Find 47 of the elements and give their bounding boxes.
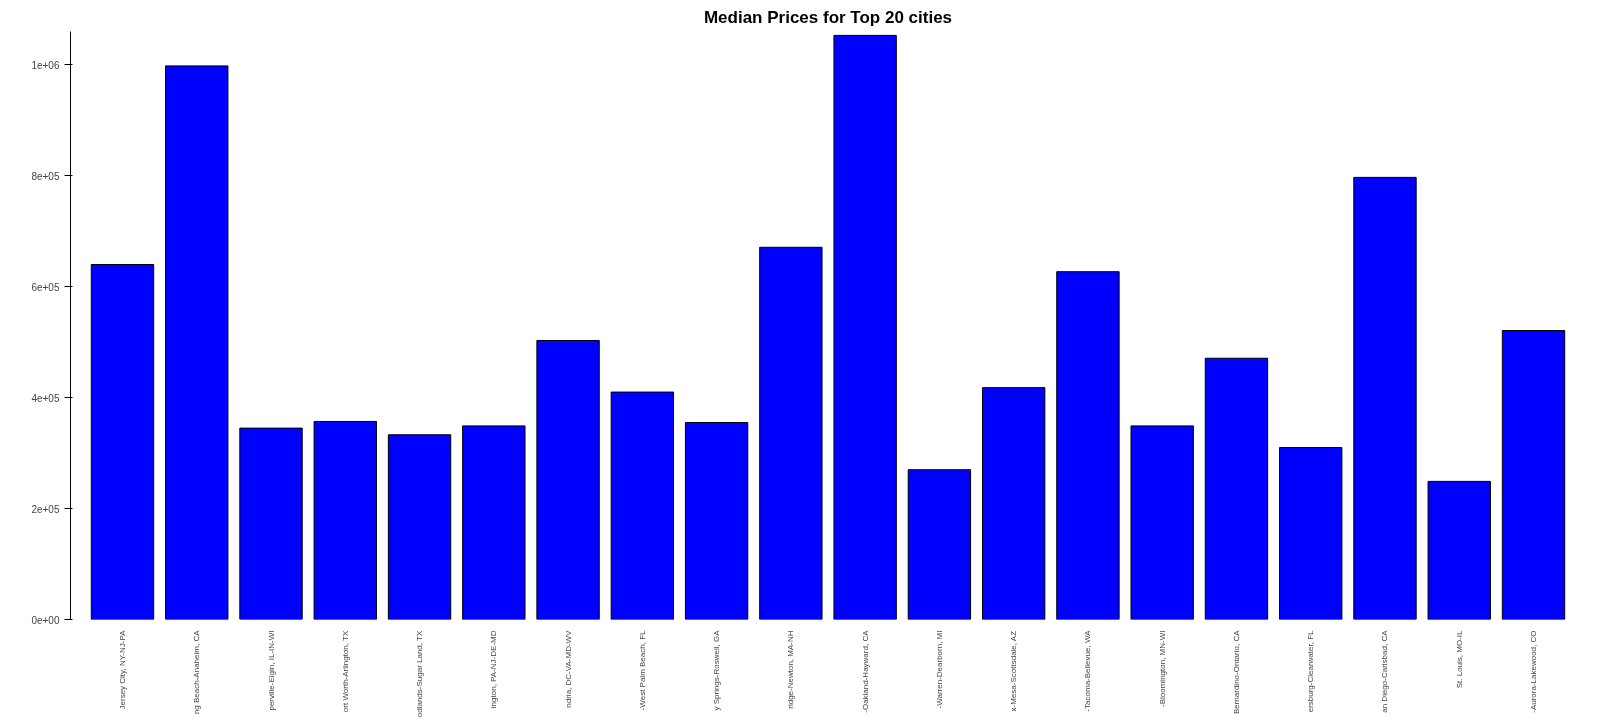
x-tick-label: ort Worth-Arlington, TX <box>340 629 350 713</box>
y-tick-label: 1e+06 <box>31 59 60 71</box>
y-tick-label: 0e+00 <box>31 614 60 626</box>
x-tick-label: odlands-Sugar Land, TX <box>415 629 425 718</box>
y-tick-label: 8e+05 <box>31 170 60 182</box>
x-tick-label: -West Palm Beach, FL <box>637 629 647 711</box>
x-tick-label: x-Mesa-Scottsdale, AZ <box>1009 630 1019 712</box>
x-tick-label: -Warren-Dearborn, MI <box>934 630 944 709</box>
bar <box>90 263 155 620</box>
x-tick-label: an Diego-Carlsbad, CA <box>1380 629 1390 713</box>
x-tick-label: y Springs-Roswell, GA <box>712 629 722 711</box>
x-tick-label: ersburg-Clearwater, FL <box>1306 629 1316 713</box>
bar <box>1204 357 1269 620</box>
x-tick-label: ng Beach-Anaheim, CA <box>192 629 202 715</box>
bar <box>1427 480 1491 620</box>
bar <box>981 387 1046 620</box>
bar <box>759 246 823 620</box>
bar <box>536 339 600 620</box>
x-tick-label: St. Louis, MO-IL <box>1454 629 1464 689</box>
bar <box>1353 176 1417 620</box>
x-tick-label: -Aurora-Lakewood, CO <box>1529 630 1539 713</box>
bar <box>1279 447 1343 620</box>
bar <box>833 34 897 620</box>
bar <box>1130 425 1194 620</box>
x-tick-label: ington, PA-NJ-DE-MD <box>489 630 499 709</box>
y-tick-label: 6e+05 <box>31 281 60 293</box>
bar <box>239 427 303 620</box>
x-tick-label: perville-Elgin, IL-IN-WI <box>266 630 276 711</box>
bar <box>610 391 675 620</box>
bar <box>684 422 749 620</box>
bar <box>165 65 229 620</box>
bar <box>387 434 452 620</box>
bar <box>313 420 377 620</box>
x-tick-label: -Tacoma-Bellevue, WA <box>1083 629 1093 712</box>
x-tick-label: -Bloomington, MN-WI <box>1157 630 1167 707</box>
y-tick-label: 4e+05 <box>31 392 60 404</box>
bar <box>462 425 526 620</box>
x-tick-label: -Oakland-Hayward, CA <box>860 629 870 713</box>
bar <box>907 469 972 620</box>
x-tick-label: Bernardino-Ontario, CA <box>1231 629 1241 715</box>
x-tick-label: ridge-Newton, MA-NH <box>786 630 796 709</box>
chart-title: Median Prices for Top 20 cities <box>703 7 953 27</box>
bar <box>1501 329 1566 620</box>
y-tick-label: 2e+05 <box>31 503 60 515</box>
bar <box>1056 271 1120 620</box>
x-tick-label: Jersey City, NY-NJ-PA <box>117 629 127 710</box>
x-tick-label: ndria, DC-VA-MD-WV <box>563 629 573 708</box>
